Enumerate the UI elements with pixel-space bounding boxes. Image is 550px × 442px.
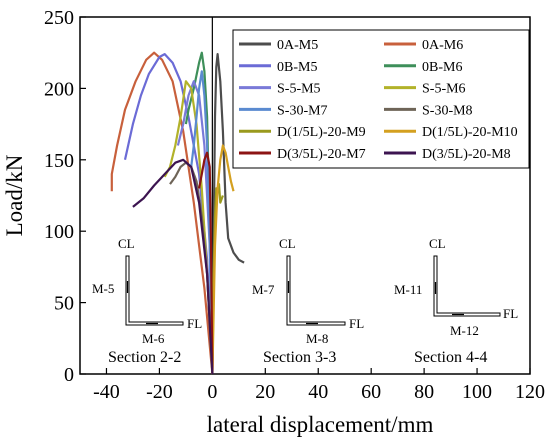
legend-label-12: D(3/5L)-20-M8 (422, 147, 511, 162)
x-axis-label: lateral displacement/mm (207, 412, 434, 437)
x-tick-label: 80 (414, 381, 434, 403)
legend-label-6: S-5-M6 (422, 82, 466, 97)
inset-cl-label: CL (429, 236, 446, 251)
section-insets: CL M-5 FL M-6 Section 2-2 CL M-7 FL M-8 … (92, 236, 518, 366)
y-tick-label: 150 (44, 150, 74, 172)
section-label: Section 2-2 (108, 349, 181, 366)
inset-fl-label: FL (503, 306, 518, 321)
inset-web-label: M-5 (92, 281, 114, 296)
legend-box (232, 29, 530, 169)
legend-label-11: D(3/5L)-20-M7 (277, 147, 366, 162)
angle-section-shape (125, 255, 184, 326)
inset-section-3-3: CL M-7 FL M-8 Section 3-3 (252, 236, 364, 366)
x-tick-label: 120 (515, 381, 545, 403)
inset-web-label: M-11 (394, 282, 422, 297)
series-line-1 (211, 53, 245, 375)
y-tick-label: 0 (64, 364, 74, 386)
plot-frame (79, 16, 531, 375)
inset-flange-label: M-12 (450, 323, 479, 338)
section-label: Section 3-3 (263, 349, 336, 366)
y-tick-label: 250 (44, 7, 74, 29)
x-tick-label: 0 (207, 381, 217, 403)
inset-section-2-2: CL M-5 FL M-6 Section 2-2 (92, 236, 202, 366)
legend-label-4: 0B-M6 (422, 60, 462, 75)
series-line-2 (110, 51, 214, 375)
x-tick-label: 40 (308, 381, 328, 403)
inset-flange-label: M-6 (142, 331, 165, 346)
y-tick-label: 50 (54, 293, 74, 315)
inset-cl-label: CL (279, 236, 296, 251)
series-line-7 (190, 70, 214, 375)
angle-section-shape (433, 255, 501, 317)
legend-label-5: S-5-M5 (277, 82, 321, 97)
y-tick-label: 200 (44, 78, 74, 100)
x-tick-label: 100 (462, 381, 492, 403)
legend-label-9: D(1/5L)-20-M9 (277, 125, 366, 140)
legend-label-10: D(1/5L)-20-M10 (422, 125, 518, 140)
series-line-11 (198, 151, 214, 375)
inset-fl-label: FL (187, 316, 202, 331)
legend-label-8: S-30-M8 (422, 103, 473, 118)
series-line-12 (132, 158, 214, 375)
x-tick-label: -20 (146, 381, 173, 403)
series-line-3 (123, 53, 214, 375)
series-line-10 (211, 144, 235, 375)
legend-label-7: S-30-M7 (277, 103, 328, 118)
y-axis-label: Load/kN (2, 154, 27, 236)
inset-cl-label: CL (118, 236, 135, 251)
legend-label-2: 0A-M6 (422, 38, 463, 53)
inset-web-label: M-7 (252, 282, 275, 297)
x-tick-label: 60 (361, 381, 381, 403)
series-line-6 (163, 80, 214, 375)
x-tick-label: 20 (255, 381, 275, 403)
inset-section-4-4: CL M-11 FL M-12 Section 4-4 (394, 236, 518, 366)
x-tick-label: -40 (93, 381, 120, 403)
angle-section-shape (286, 255, 346, 326)
legend-label-3: 0B-M5 (277, 60, 317, 75)
inset-flange-label: M-8 (306, 331, 328, 346)
inset-fl-label: FL (349, 316, 364, 331)
y-tick-label: 100 (44, 221, 74, 243)
section-label: Section 4-4 (414, 349, 487, 366)
legend-label-1: 0A-M5 (277, 38, 318, 53)
